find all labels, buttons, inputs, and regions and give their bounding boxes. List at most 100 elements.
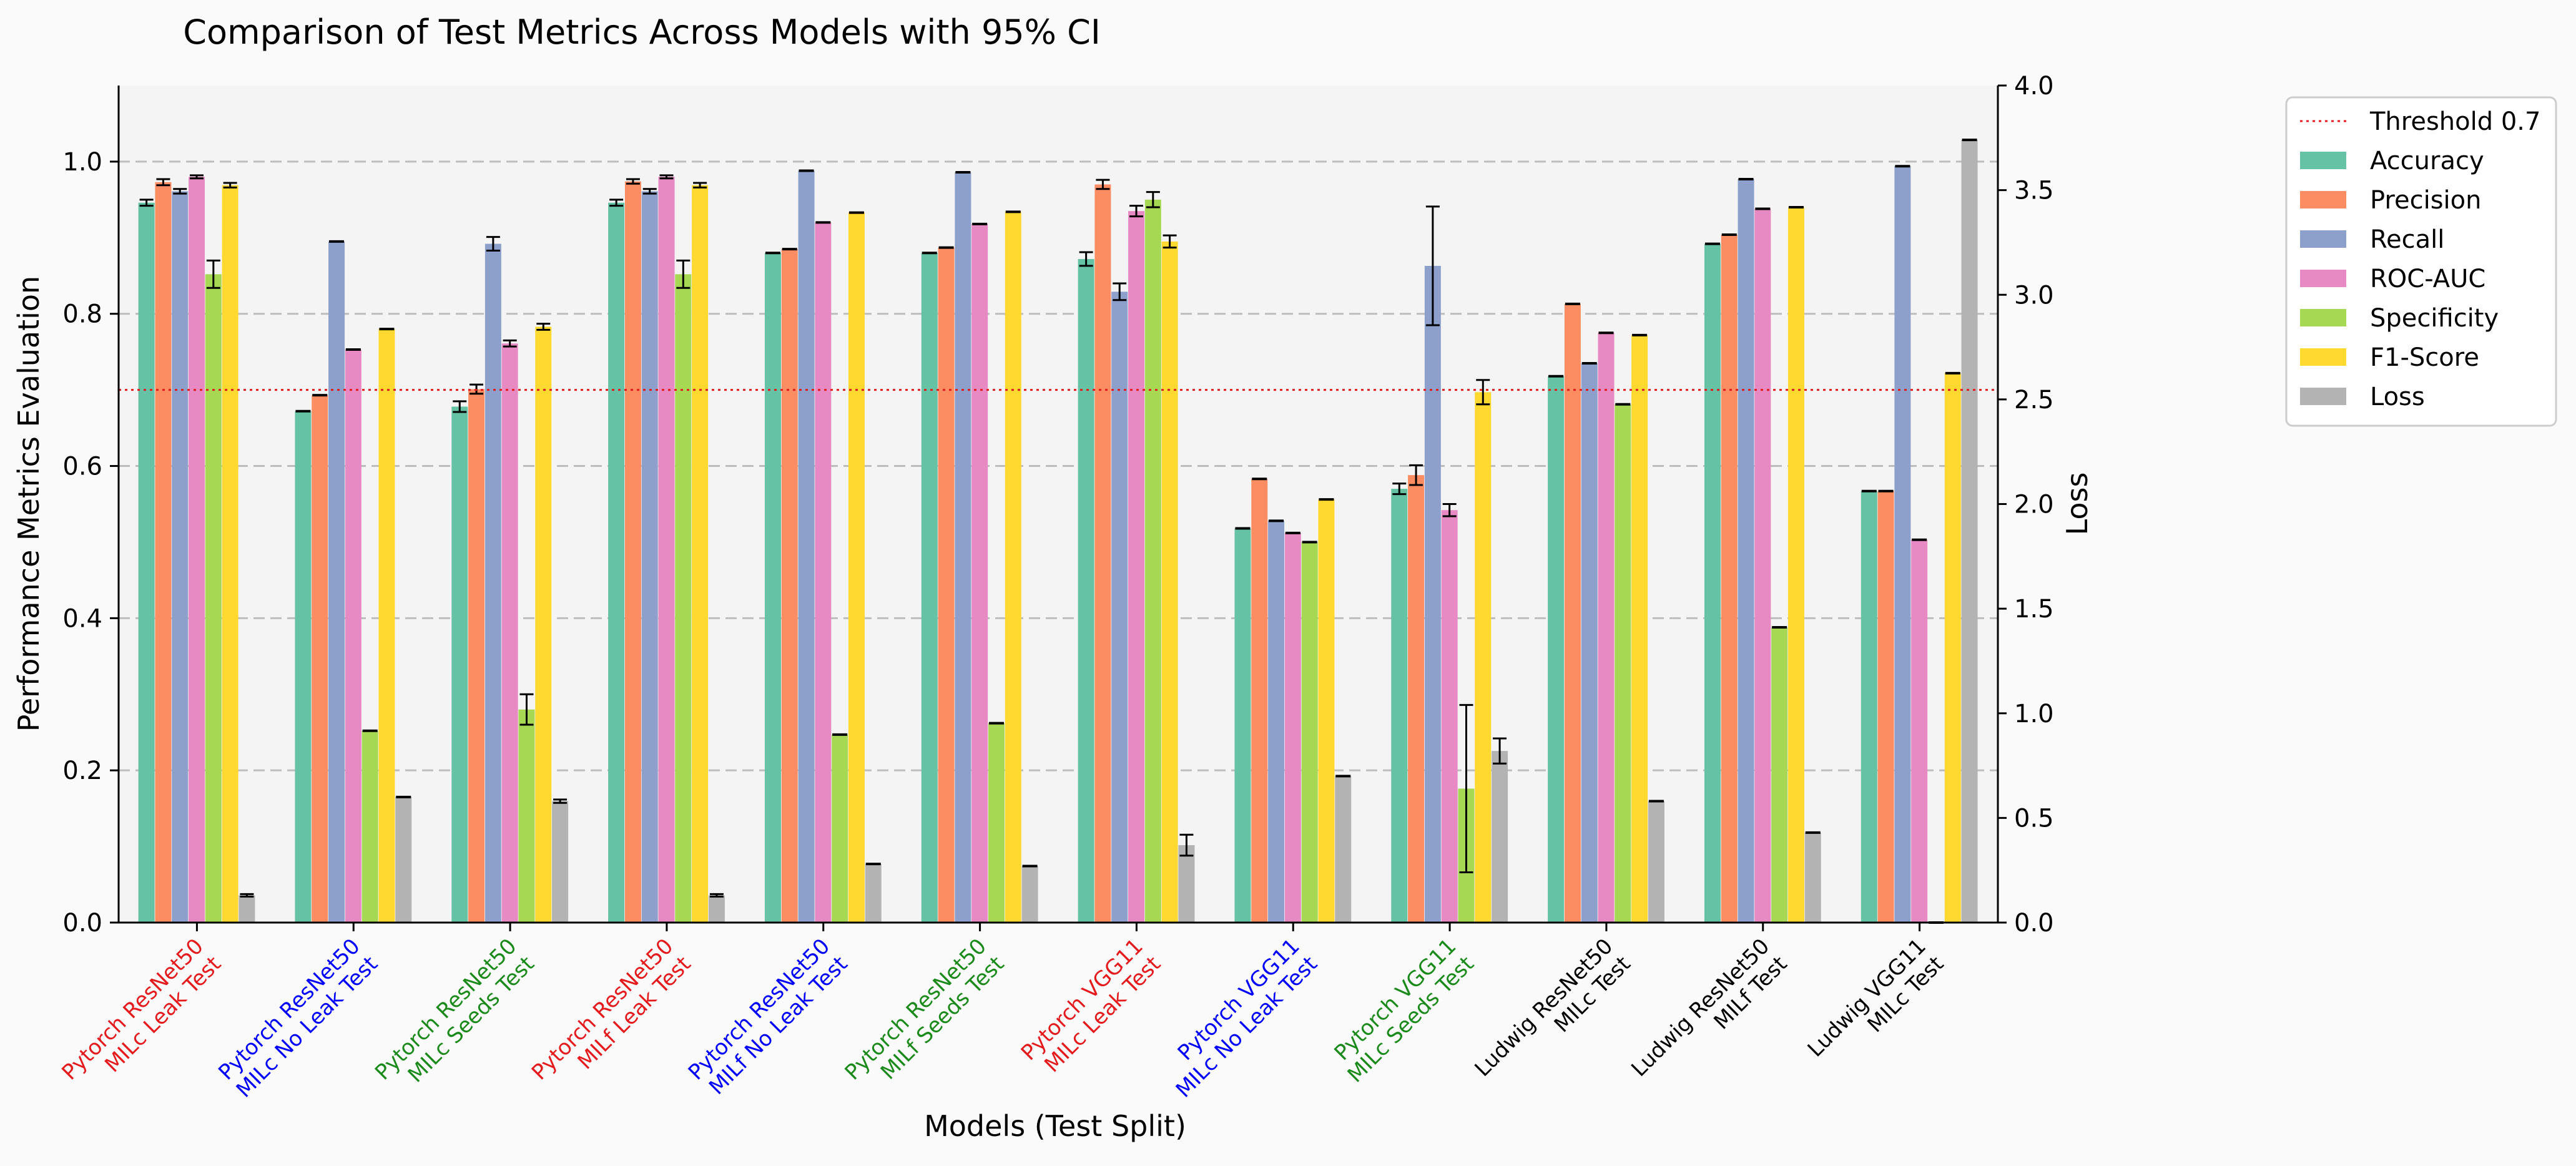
bar xyxy=(1598,333,1615,923)
y2-tick-label: 4.0 xyxy=(2014,72,2054,100)
bar xyxy=(608,202,625,923)
bar xyxy=(815,222,832,923)
bar xyxy=(1078,258,1094,923)
bar xyxy=(1475,392,1492,923)
legend-label: Precision xyxy=(2370,186,2481,215)
bar xyxy=(535,326,552,923)
bar xyxy=(1268,521,1285,923)
bar xyxy=(155,182,172,923)
bar xyxy=(1234,528,1251,923)
x-axis-label: Models (Test Split) xyxy=(924,1109,1186,1143)
bar xyxy=(1408,475,1425,923)
bar xyxy=(798,170,815,923)
bar xyxy=(189,177,205,923)
legend-label: ROC-AUC xyxy=(2370,265,2485,293)
bar xyxy=(1094,184,1111,923)
bar xyxy=(1564,303,1581,923)
bar xyxy=(938,247,955,923)
bar xyxy=(624,181,641,923)
bar xyxy=(1704,243,1721,923)
bar xyxy=(138,202,155,923)
bar xyxy=(1128,211,1145,923)
bar xyxy=(501,343,518,923)
y-tick-label: 1.0 xyxy=(62,148,102,177)
bar xyxy=(518,709,535,923)
legend-swatch xyxy=(2300,309,2346,326)
y2-tick-label: 0.5 xyxy=(2014,804,2054,833)
legend-label: Recall xyxy=(2370,225,2444,254)
bar xyxy=(1804,832,1821,923)
bar xyxy=(172,191,189,923)
bar xyxy=(1911,539,1928,923)
legend-swatch xyxy=(2300,348,2346,366)
bar xyxy=(378,329,395,923)
legend-swatch xyxy=(2300,152,2346,169)
bar xyxy=(1441,510,1458,923)
bar xyxy=(222,185,238,923)
bar xyxy=(781,249,798,923)
bar xyxy=(675,274,692,923)
bar xyxy=(361,730,378,923)
bar xyxy=(1787,207,1804,923)
bar xyxy=(1877,491,1894,923)
bar xyxy=(1005,212,1021,923)
y-tick-label: 0.2 xyxy=(62,757,102,785)
bar xyxy=(1161,241,1178,923)
bar xyxy=(658,177,675,923)
bar xyxy=(395,796,412,923)
bar xyxy=(1548,376,1565,923)
y-tick-label: 0.6 xyxy=(62,453,102,481)
bar xyxy=(1894,166,1911,923)
bar xyxy=(1492,751,1508,923)
bar xyxy=(328,241,345,923)
plot-area xyxy=(119,86,1998,923)
bar xyxy=(921,253,938,923)
bar xyxy=(832,734,848,923)
legend-swatch xyxy=(2300,191,2346,208)
legend-swatch xyxy=(2300,230,2346,248)
y2-tick-label: 3.0 xyxy=(2014,281,2054,310)
bar xyxy=(205,274,222,923)
bar xyxy=(1961,140,1978,923)
bar xyxy=(312,395,328,923)
chart-title: Comparison of Test Metrics Across Models… xyxy=(183,12,1101,52)
bar xyxy=(1721,234,1738,923)
legend-label: Loss xyxy=(2370,383,2425,411)
legend-swatch xyxy=(2300,388,2346,405)
bar xyxy=(708,895,725,923)
bar xyxy=(1944,373,1961,923)
bar xyxy=(1424,265,1441,923)
bar xyxy=(971,223,988,923)
bar xyxy=(468,389,485,923)
y-tick-label: 0.8 xyxy=(62,300,102,329)
y-tick-label: 0.0 xyxy=(62,909,102,938)
y2-tick-label: 2.0 xyxy=(2014,491,2054,519)
bar xyxy=(1631,335,1648,923)
bar xyxy=(988,723,1005,923)
y2-tick-label: 2.5 xyxy=(2014,386,2054,414)
legend-swatch xyxy=(2300,270,2346,287)
bar xyxy=(238,895,255,923)
bar xyxy=(1615,404,1631,923)
legend-label: Threshold 0.7 xyxy=(2369,107,2540,136)
bar xyxy=(552,801,569,923)
legend-box xyxy=(2285,96,2557,427)
y-tick-label: 0.4 xyxy=(62,604,102,633)
bar xyxy=(345,350,361,923)
y2-tick-label: 3.5 xyxy=(2014,177,2054,205)
bar xyxy=(1861,491,1877,923)
bar xyxy=(1111,292,1128,923)
bar xyxy=(641,191,658,923)
y2-tick-label: 1.0 xyxy=(2014,700,2054,728)
bar xyxy=(764,253,781,923)
bar xyxy=(1318,499,1335,923)
bar xyxy=(295,411,312,923)
bar xyxy=(1771,627,1788,923)
legend: Threshold 0.7 Accuracy Precision Recall ROC-… xyxy=(2285,96,2557,427)
bar xyxy=(484,243,501,923)
bar xyxy=(692,185,709,923)
y2-axis-label: Loss xyxy=(2060,473,2094,536)
y-axis-label: Performance Metrics Evaluation xyxy=(12,276,46,732)
